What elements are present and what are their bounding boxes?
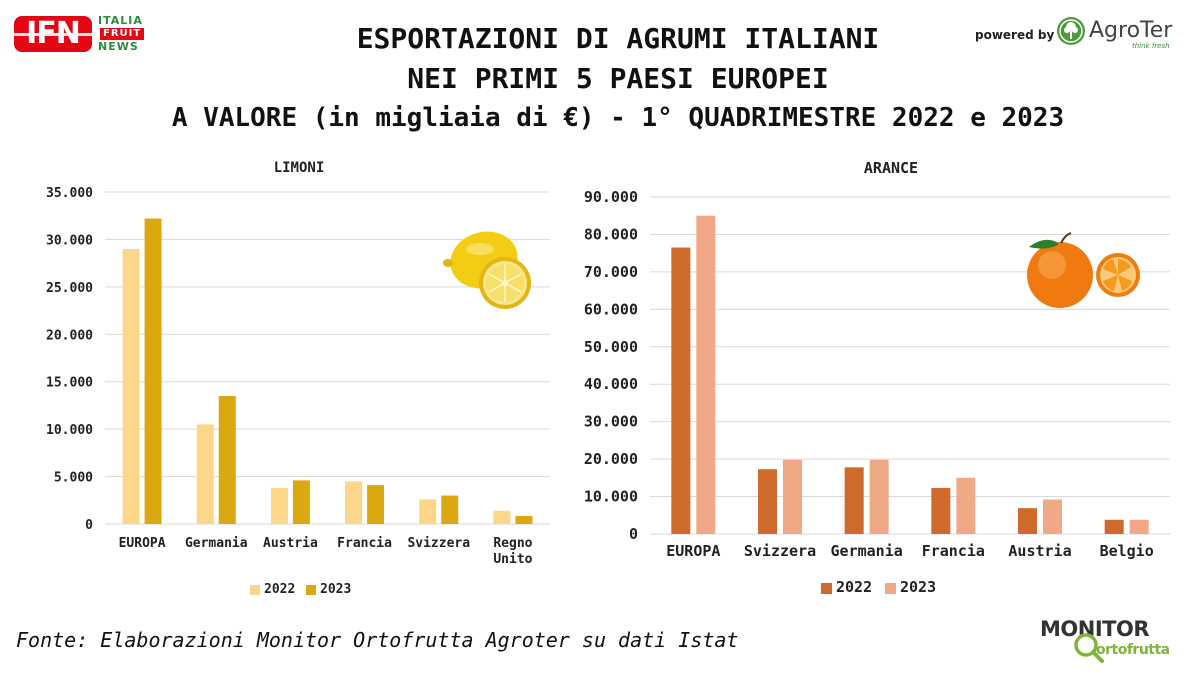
y-tick-label: 0	[629, 525, 638, 543]
legend-label-2022: 2022	[264, 582, 295, 597]
arance-bar-2023	[1043, 499, 1062, 534]
y-tick-label: 10.000	[46, 423, 93, 438]
arance-bar-2022	[844, 467, 864, 534]
page-title-line2: NEI PRIMI 5 PAESI EUROPEI	[407, 62, 829, 95]
chart-title-arance: ARANCE	[864, 159, 918, 177]
lemon-icon	[443, 231, 531, 309]
y-tick-label: 30.000	[584, 413, 638, 431]
y-tick-label: 20.000	[584, 450, 638, 468]
limoni-bar-2022	[419, 499, 437, 524]
arance-bar-2022	[931, 487, 951, 534]
orange-icon	[1027, 232, 1140, 308]
limoni-bar-2022	[122, 248, 140, 524]
ifn-fruit-text: FRUIT	[100, 28, 145, 40]
limoni-bar-2023	[144, 218, 162, 524]
y-tick-label: 20.000	[46, 328, 93, 343]
y-tick-label: 80.000	[584, 225, 638, 243]
magnifier-icon	[1074, 633, 1104, 663]
powered-by-label: powered by	[975, 28, 1055, 42]
x-category-label: Svizzera	[744, 542, 816, 560]
y-tick-label: 35.000	[46, 186, 93, 201]
x-category-label: Belgio	[1100, 542, 1154, 560]
x-category-label: Francia	[337, 536, 392, 551]
x-category-label: EUROPA	[119, 536, 166, 551]
source-note: Fonte: Elaborazioni Monitor Ortofrutta A…	[16, 628, 739, 652]
page-subtitle: A VALORE (in migliaia di €) - 1° QUADRIM…	[171, 103, 1065, 133]
limoni-bar-2023	[367, 485, 385, 524]
y-tick-label: 25.000	[46, 281, 93, 296]
y-tick-label: 15.000	[46, 376, 93, 391]
y-tick-label: 10.000	[584, 488, 638, 506]
arance-bar-2023	[1129, 519, 1149, 534]
arance-bar-2022	[671, 247, 691, 535]
y-tick-label: 5.000	[54, 471, 93, 486]
x-category-label: EUROPA	[666, 542, 720, 560]
chart-limoni: LIMONI 0 5.000 10.000 15.000 20.000 25.000 30.…	[46, 160, 550, 597]
x-category-label: Francia	[922, 542, 985, 560]
arance-bar-2022	[1104, 519, 1124, 534]
y-tick-label: 40.000	[584, 375, 638, 393]
x-category-label: Svizzera	[407, 536, 470, 551]
y-tick-label: 30.000	[46, 233, 93, 248]
y-tick-label: 90.000	[584, 188, 638, 206]
y-tick-label: 50.000	[584, 338, 638, 356]
arance-bar-2023	[783, 459, 802, 534]
arance-bar-2023	[869, 459, 889, 534]
legend-label-2023: 2023	[900, 578, 936, 596]
ifn-italia-text: ITALIA	[98, 14, 143, 27]
monitor-logo-text: MONITOR	[1040, 617, 1150, 641]
limoni-bar-2023	[218, 395, 236, 524]
arance-bar-2023	[956, 477, 976, 534]
legend-label-2023: 2023	[320, 582, 351, 597]
arance-bar-2022	[758, 469, 777, 534]
ortofrutta-logo-text: ortofrutta	[1096, 642, 1170, 658]
agroter-logo-text: AgroTer	[1089, 18, 1173, 43]
agroter-tree-icon	[1057, 17, 1085, 45]
ifn-badge: IFN	[14, 16, 92, 52]
x-category-label: Regno Unito	[493, 536, 532, 567]
x-category-label: Germania	[185, 536, 248, 551]
x-category-label: Austria	[1008, 542, 1071, 560]
legend-swatch-2023	[885, 583, 896, 594]
legend-swatch-2022	[250, 585, 260, 595]
limoni-bar-2023	[292, 480, 310, 524]
y-tick-label: 70.000	[584, 263, 638, 281]
arance-bar-2022	[1018, 508, 1037, 534]
chart-title-limoni: LIMONI	[274, 160, 325, 176]
agroter-tagline: think fresh	[1132, 42, 1170, 50]
limoni-bar-2023	[515, 515, 533, 524]
y-tick-label: 0	[85, 518, 93, 533]
legend-swatch-2023	[306, 585, 316, 595]
limoni-bar-2022	[493, 510, 511, 524]
ifn-logo: IFN ITALIA FRUIT NEWS	[14, 14, 154, 54]
x-category-label: Austria	[263, 536, 318, 551]
monitor-ortofrutta-logo: MONITOR ortofrutta	[1030, 612, 1190, 668]
ifn-news-text: NEWS	[98, 40, 139, 53]
limoni-bar-2023	[441, 495, 459, 524]
legend-label-2022: 2022	[836, 578, 872, 596]
y-tick-label: 60.000	[584, 300, 638, 318]
x-category-label: Germania	[831, 542, 903, 560]
limoni-bar-2022	[196, 424, 214, 524]
limoni-bar-2022	[345, 481, 363, 524]
limoni-bar-2022	[270, 487, 288, 524]
arance-bar-2023	[696, 215, 716, 534]
legend-swatch-2022	[821, 583, 832, 594]
chart-arance: ARANCE 0 10.000 20.000 30.000 40.000 50.000 60…	[584, 159, 1170, 596]
page-title-line1: ESPORTAZIONI DI AGRUMI ITALIANI	[356, 22, 880, 55]
